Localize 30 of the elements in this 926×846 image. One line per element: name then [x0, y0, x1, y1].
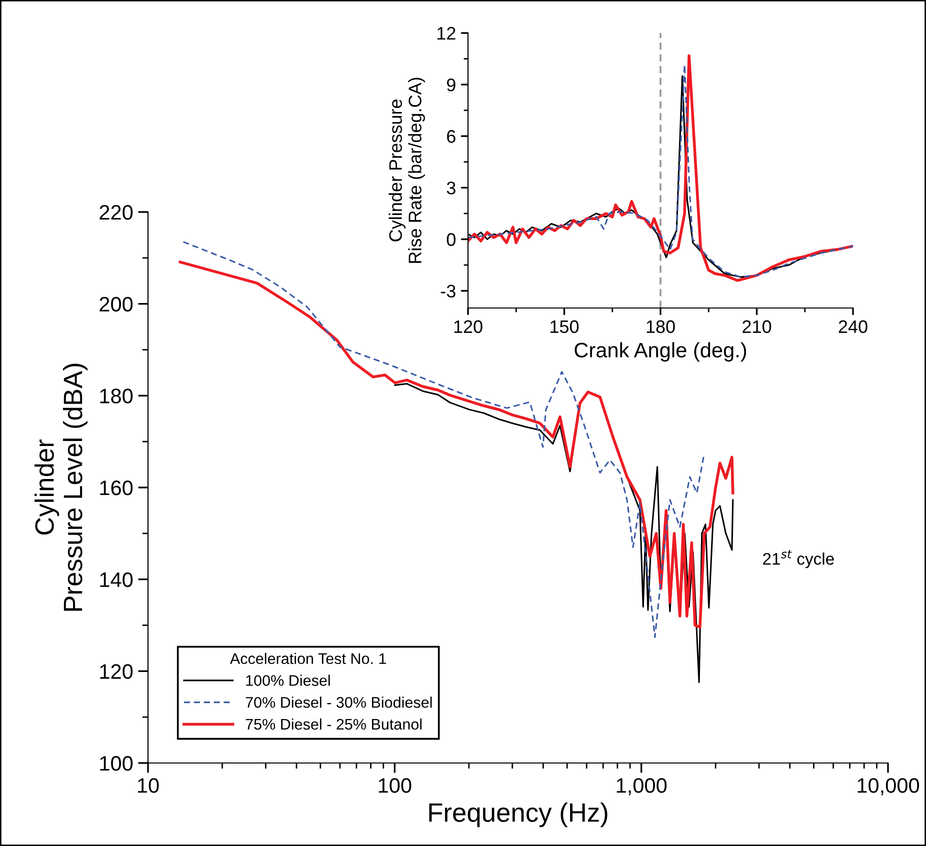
y-tick-label: 200 [100, 296, 133, 312]
x-tick-label: 150 [550, 320, 579, 334]
x-tick-label: 100 [378, 778, 412, 793]
y-tick-label: 140 [100, 572, 133, 588]
y-tick-label: 9 [447, 78, 456, 92]
x-tick-label: 210 [742, 320, 772, 334]
annotation: 21$^{st}$ cycle [763, 550, 834, 568]
x-tick-label: 1,000 [616, 778, 667, 796]
y-tick-label: 6 [447, 130, 456, 143]
y-tick-label: 12 [437, 26, 456, 40]
x-axis-title: Crank Angle (deg.) [574, 342, 746, 362]
y-tick-label: 120 [100, 664, 133, 679]
legend-label: 70% Diesel - 30% Biodiesel [246, 696, 432, 708]
legend-label: 75% Diesel - 25% Butanol [246, 718, 422, 730]
x-tick-label: 10 [138, 778, 159, 793]
y-tick-label: -3 [440, 284, 456, 298]
y-tick-label: 3 [446, 182, 456, 194]
legend-label: 100% Diesel [246, 674, 330, 686]
y-axis-title: Cylinder Pressure Rise Rate (bar/deg.CA) [388, 78, 425, 263]
y-tick-label: 160 [100, 480, 133, 496]
y-tick-label: 220 [100, 205, 133, 220]
y-tick-label: 180 [100, 388, 133, 404]
x-tick-label: 10,000 [858, 778, 920, 796]
y-axis-title: Cylinder Pressure Level (dBA) [34, 364, 88, 611]
x-axis-title: Frequency (Hz) [429, 802, 608, 828]
x-tick-label: 240 [838, 320, 868, 334]
x-tick-label: 180 [646, 320, 675, 334]
y-tick-label: 0 [446, 233, 456, 246]
y-tick-label: 100 [100, 756, 133, 771]
legend-title: Acceleration Test No. 1 [230, 652, 386, 664]
